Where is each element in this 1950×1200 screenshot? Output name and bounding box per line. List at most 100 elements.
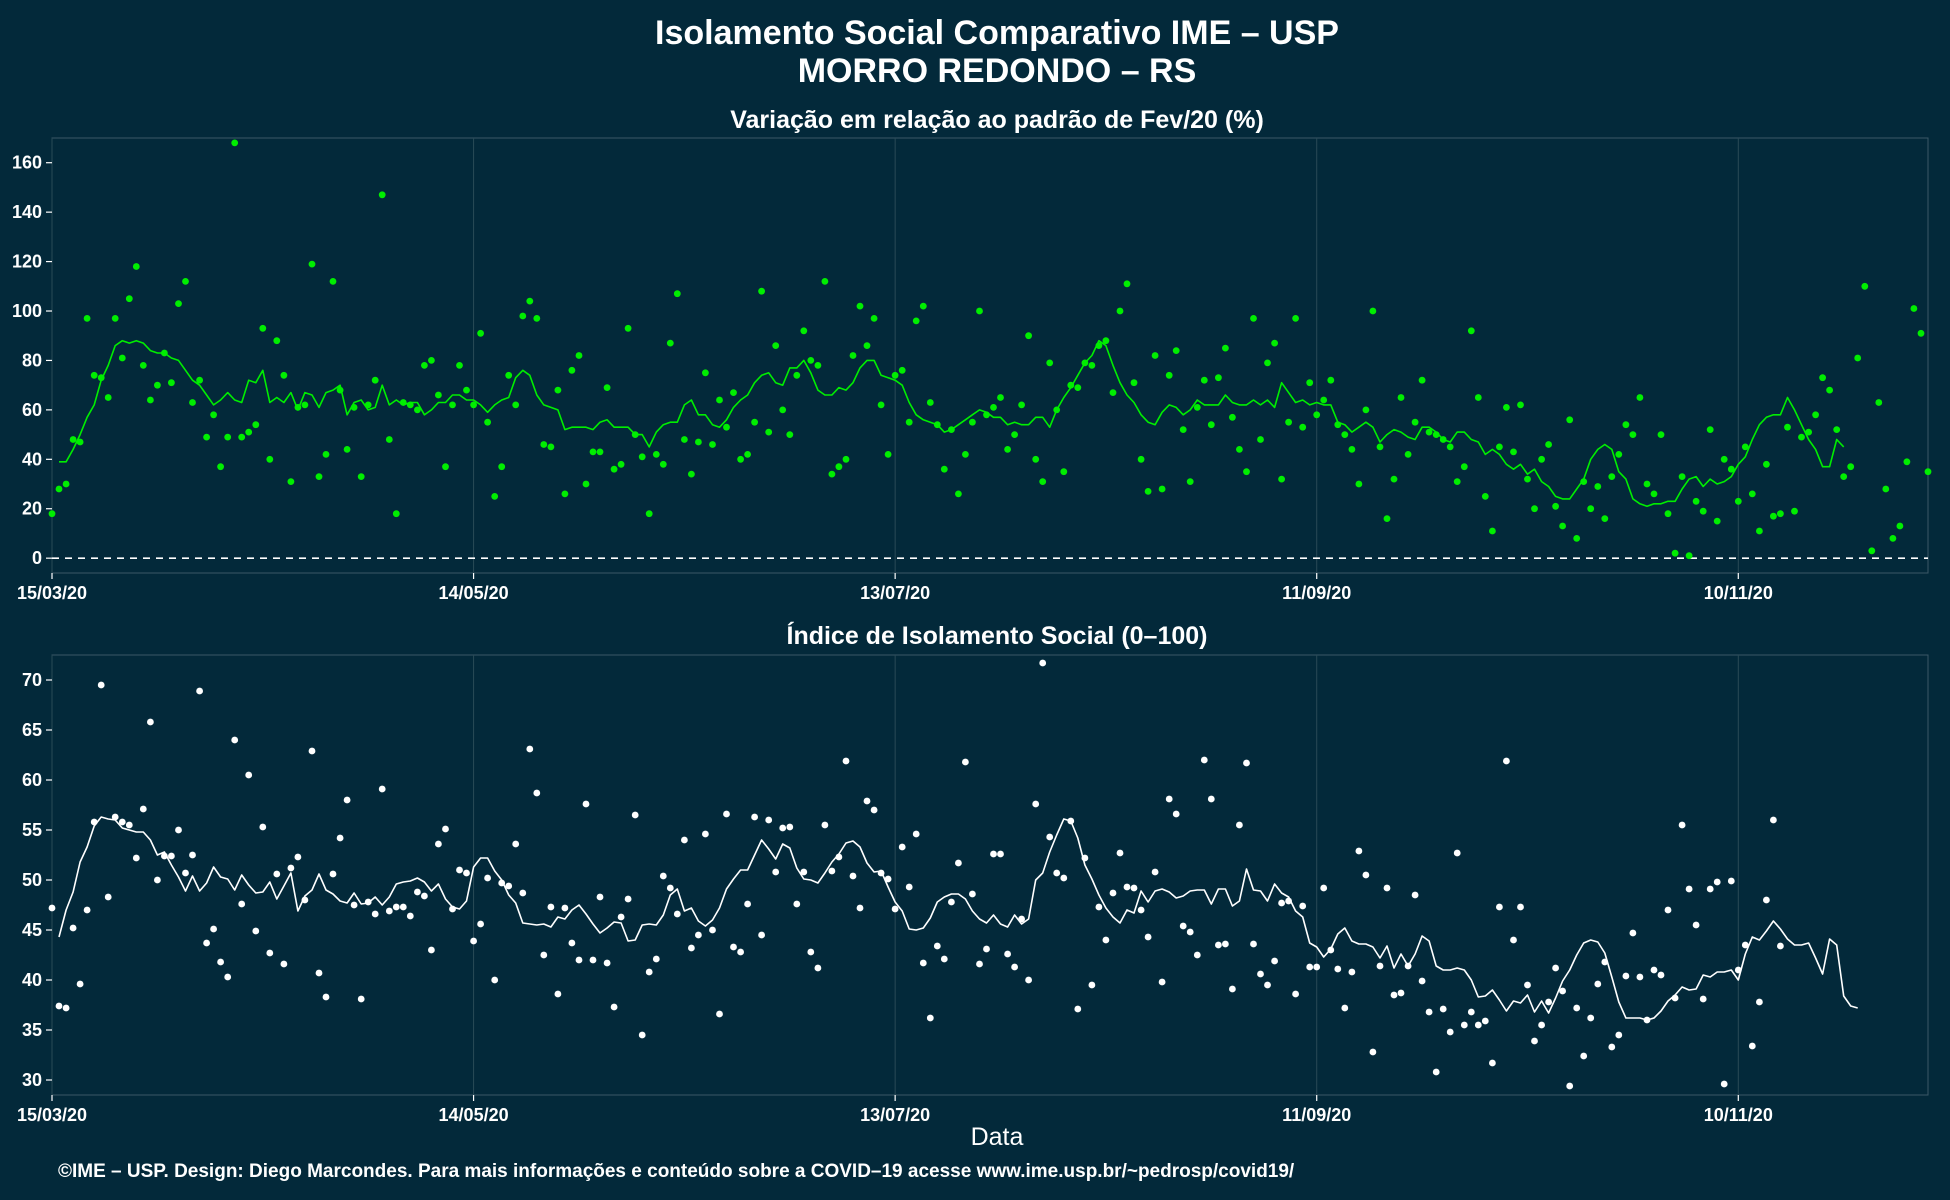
data-point <box>1559 522 1566 530</box>
data-point <box>877 401 885 409</box>
data-point <box>659 460 667 468</box>
data-point <box>1474 1021 1482 1029</box>
data-point <box>1453 849 1461 857</box>
data-point <box>1924 468 1932 476</box>
data-point <box>969 418 976 426</box>
data-point <box>891 905 899 913</box>
data-point <box>329 278 337 285</box>
data-point <box>1446 1028 1454 1036</box>
data-point <box>673 910 681 918</box>
data-point <box>716 1010 723 1018</box>
data-point <box>1053 869 1061 877</box>
data-point <box>435 391 442 399</box>
data-point <box>1207 795 1215 803</box>
data-point <box>1594 980 1602 988</box>
data-point <box>1657 971 1665 979</box>
data-point <box>266 455 274 463</box>
data-point <box>1039 478 1047 485</box>
data-point <box>343 796 351 804</box>
data-point <box>1474 394 1482 401</box>
data-point <box>645 510 653 518</box>
data-point <box>48 510 56 518</box>
data-point <box>421 362 428 369</box>
data-point <box>83 315 91 322</box>
data-point <box>1770 816 1777 824</box>
x-tick-label: 10/11/20 <box>1704 1105 1773 1125</box>
data-point <box>371 910 379 918</box>
data-point <box>786 431 794 438</box>
data-point <box>1172 810 1180 818</box>
data-point <box>1587 505 1595 513</box>
data-point <box>1552 502 1559 510</box>
data-point <box>1671 549 1679 557</box>
data-point <box>1566 416 1574 424</box>
data-point <box>596 893 604 901</box>
data-point <box>1299 423 1307 431</box>
y-tick-label: 20 <box>22 499 42 519</box>
data-point <box>399 903 407 911</box>
data-point <box>90 371 98 379</box>
chart-subtitle: MORRO REDONDO – RS <box>798 52 1197 90</box>
data-point <box>392 903 400 911</box>
data-point <box>758 931 765 939</box>
y-tick-label: 60 <box>22 400 42 420</box>
data-point <box>1601 515 1609 522</box>
data-point <box>1538 1021 1545 1029</box>
data-point <box>1467 1008 1475 1016</box>
data-point <box>624 324 632 332</box>
data-point <box>800 327 808 335</box>
data-point <box>1446 443 1454 451</box>
data-point <box>1222 940 1229 948</box>
data-point <box>182 278 189 285</box>
data-point <box>652 451 660 458</box>
data-point <box>898 843 906 851</box>
data-point <box>484 418 491 426</box>
y-tick-label: 0 <box>32 548 42 568</box>
data-point <box>1390 991 1398 999</box>
data-point <box>1165 371 1173 379</box>
data-point <box>1236 821 1243 829</box>
data-point <box>1608 1043 1616 1051</box>
data-point <box>1903 458 1911 466</box>
data-point <box>1207 421 1215 429</box>
x-tick-label: 11/09/20 <box>1282 583 1351 603</box>
data-point <box>1678 821 1686 829</box>
data-point <box>1369 1048 1377 1056</box>
data-point <box>765 816 773 824</box>
data-point <box>182 869 189 877</box>
data-point <box>842 757 850 765</box>
data-point <box>990 404 997 411</box>
data-point <box>835 463 843 471</box>
data-point <box>814 362 822 369</box>
y-tick-label: 80 <box>22 350 42 370</box>
data-point <box>1137 455 1145 463</box>
data-point <box>793 371 801 379</box>
y-tick-label: 45 <box>22 920 42 940</box>
data-point <box>849 352 857 359</box>
data-point <box>737 455 744 463</box>
data-point <box>1727 877 1735 885</box>
data-point <box>1411 891 1419 899</box>
data-point <box>308 260 316 268</box>
data-point <box>76 438 84 446</box>
data-point <box>1770 512 1777 520</box>
data-point <box>856 904 864 912</box>
data-point <box>990 850 997 858</box>
data-point <box>709 441 716 448</box>
data-point <box>1243 468 1250 476</box>
data-point <box>940 465 948 473</box>
data-point <box>252 421 260 429</box>
data-point <box>1341 431 1349 438</box>
data-point <box>1004 446 1011 453</box>
data-point <box>751 813 758 821</box>
data-point <box>421 892 428 900</box>
data-point <box>1186 928 1194 936</box>
data-point <box>1545 998 1552 1006</box>
y-tick-label: 140 <box>12 202 42 222</box>
data-point <box>948 898 955 906</box>
moving-average-line <box>58 816 1858 1021</box>
data-point <box>1608 473 1616 480</box>
data-point <box>610 465 618 473</box>
